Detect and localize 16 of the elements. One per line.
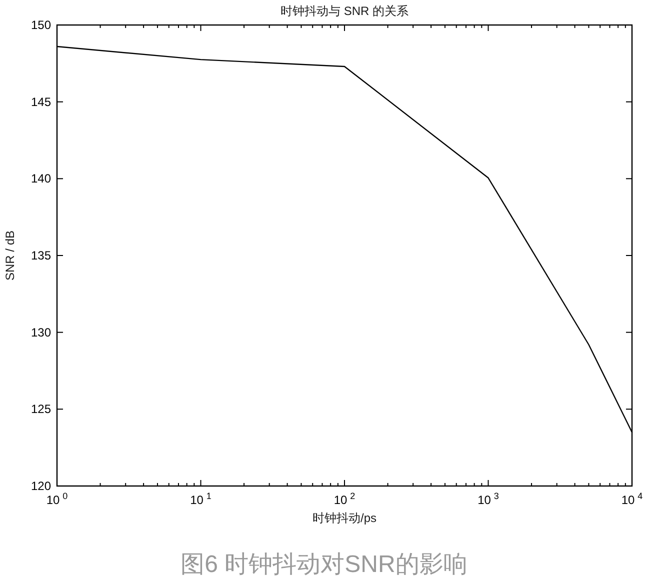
x-tick-label: 10$^{3}$ [478, 491, 499, 507]
y-tick-label: 140 [30, 172, 52, 186]
x-tick-label: 10$^{0}$ [46, 491, 68, 507]
y-tick-label: 130 [30, 325, 52, 340]
y-tick-label: 145 [30, 94, 52, 109]
x-tick-label: 10$^{2}$ [334, 491, 356, 507]
y-tick-label: 135 [30, 248, 52, 262]
x-axis-title: 时钟抖动/ps [312, 511, 377, 525]
caption: 图6 时钟抖动对SNR的影响 [180, 551, 468, 578]
y-tick-label: 150 [30, 18, 52, 32]
chart-title: 时钟抖动与 SNR 的关系 [280, 4, 409, 18]
x-tick-label: 10$^{4}$ [621, 491, 643, 507]
x-tick-label: 10$^{1}$ [190, 491, 212, 507]
y-axis-title: SNR / dB [3, 230, 17, 281]
y-tick-label: 120 [30, 479, 52, 493]
y-tick-label: 125 [30, 402, 52, 416]
